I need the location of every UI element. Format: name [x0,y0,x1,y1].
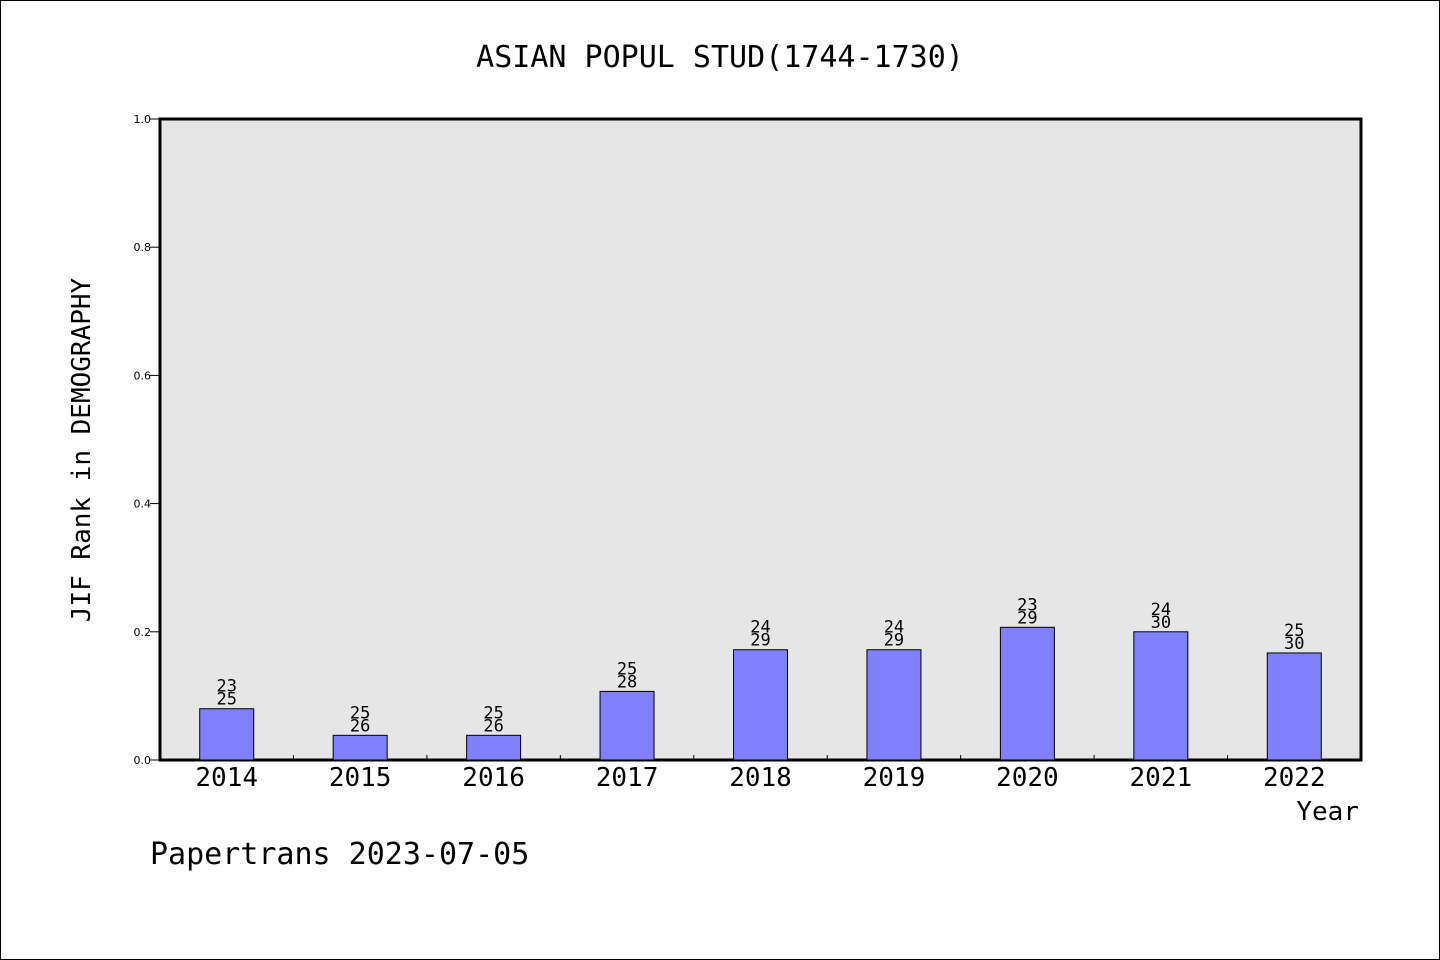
y-axis: 0.0 0.2 0.4 0.6 0.8 1.0 [134,113,160,767]
bar-label-rank: 25 [350,703,370,723]
bar-2016 [466,734,522,761]
x-tick-label: 2019 [863,763,926,793]
bar-label-total: 26 [350,716,370,736]
y-axis-label: JIF Rank in DEMOGRAPHY [67,277,97,622]
bar-label-rank: 24 [750,618,770,638]
x-tick-label: 2020 [996,763,1059,793]
bar-2015 [332,734,388,761]
x-tick-label: 2015 [329,763,392,793]
x-tick-label: 2018 [729,763,792,793]
bar-label-total: 28 [617,672,637,692]
x-tick-label: 2021 [1130,763,1193,793]
bar-label-rank: 23 [216,677,236,697]
y-tick-label: 0.8 [134,241,152,254]
bar-label-total: 29 [1017,608,1037,628]
x-axis-label: Year [1296,797,1359,827]
footer-text: Papertrans 2023-07-05 [150,837,529,872]
bar-label-rank: 24 [884,618,904,638]
bar-label-total: 25 [216,690,236,710]
x-tick-label: 2022 [1263,763,1326,793]
bar-label-rank: 23 [1017,595,1037,615]
y-tick-label: 0.4 [134,498,152,511]
bar-label-rank: 25 [483,703,503,723]
bar-label-total: 30 [1151,613,1171,633]
bar-2022 [1266,652,1322,761]
bar-2021 [1133,631,1189,761]
y-tick-label: 1.0 [134,113,152,126]
x-tick-label: 2017 [596,763,659,793]
bar-2018 [733,649,788,761]
bar-2017 [599,690,655,761]
y-tick-label: 0.6 [134,369,152,382]
x-axis: 2014 2015 2016 2017 2018 2019 2020 2021 2022 [195,755,1326,793]
bar-2020 [999,626,1055,761]
x-tick-label: 2014 [195,763,258,793]
bar-label-rank: 25 [1284,621,1304,641]
bar-label-rank: 25 [617,659,637,679]
y-tick-label: 0.0 [134,754,152,767]
bar-2014 [199,708,255,761]
bar-label-total: 30 [1284,634,1304,654]
y-tick-label: 0.2 [134,626,152,639]
bar-label-total: 29 [884,631,904,651]
x-tick-label: 2016 [462,763,525,793]
bar-2019 [866,649,922,761]
bar-label-total: 26 [483,716,503,736]
bar-label-total: 29 [750,631,770,651]
bar-label-rank: 24 [1151,600,1171,620]
chart-title: ASIAN POPUL STUD(1744-1730) [476,40,964,75]
